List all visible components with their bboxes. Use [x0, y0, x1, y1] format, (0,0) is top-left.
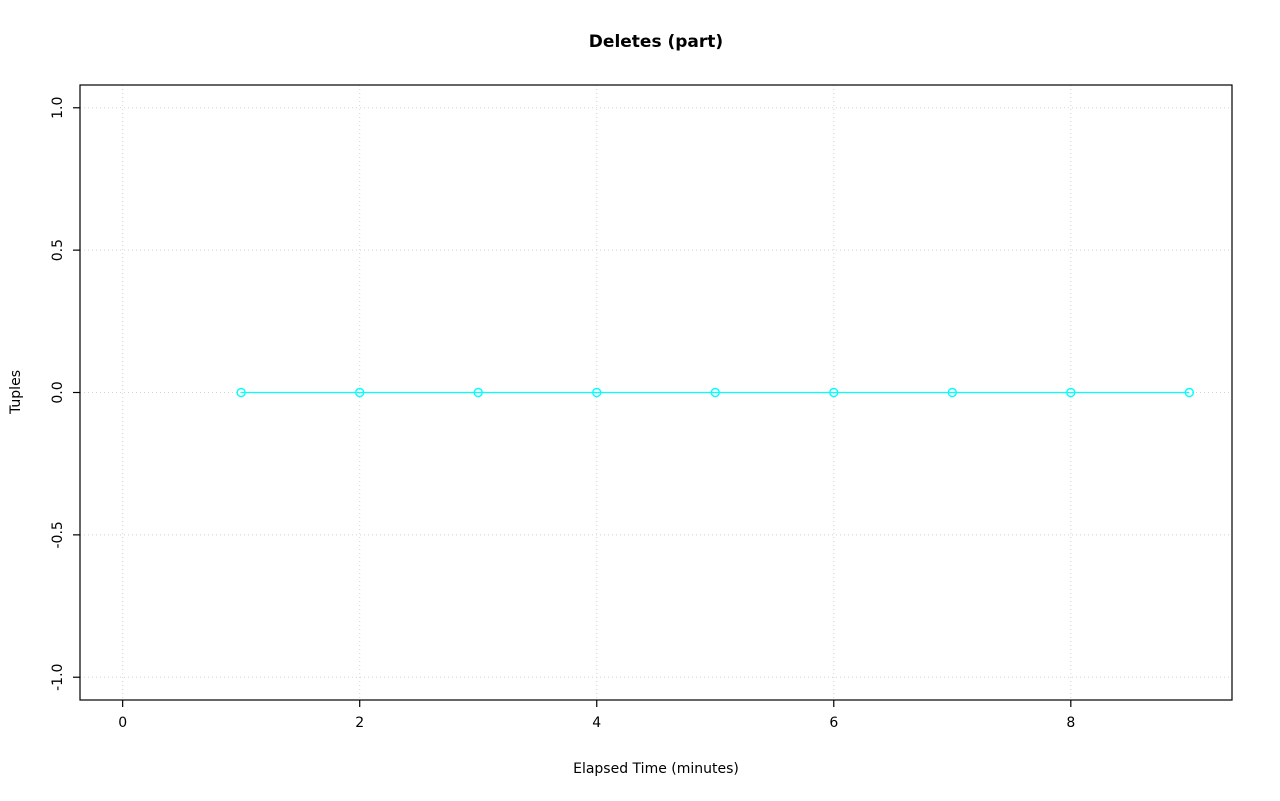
y-tick-label: 0.0	[50, 381, 66, 403]
x-axis-label: Elapsed Time (minutes)	[573, 761, 739, 777]
y-tick-label: -1.0	[50, 664, 66, 691]
data-point	[947, 387, 957, 398]
data-point	[710, 387, 720, 398]
x-tick-label: 8	[1066, 715, 1075, 731]
data-point	[1066, 387, 1076, 398]
data-point	[592, 387, 602, 398]
x-tick-label: 4	[592, 715, 601, 731]
data-point	[355, 387, 365, 398]
chart-title: Deletes (part)	[588, 32, 724, 52]
x-tick-label: 6	[829, 715, 838, 731]
y-tick-label: -0.5	[50, 521, 66, 548]
y-tick-label: 1.0	[50, 97, 66, 119]
x-tick-label: 2	[355, 715, 364, 731]
x-tick-label: 0	[118, 715, 127, 731]
y-tick-label: 0.5	[50, 239, 66, 261]
data-point	[473, 387, 483, 398]
data-point	[829, 387, 839, 398]
data-point	[236, 387, 246, 398]
data-point	[1184, 387, 1195, 398]
